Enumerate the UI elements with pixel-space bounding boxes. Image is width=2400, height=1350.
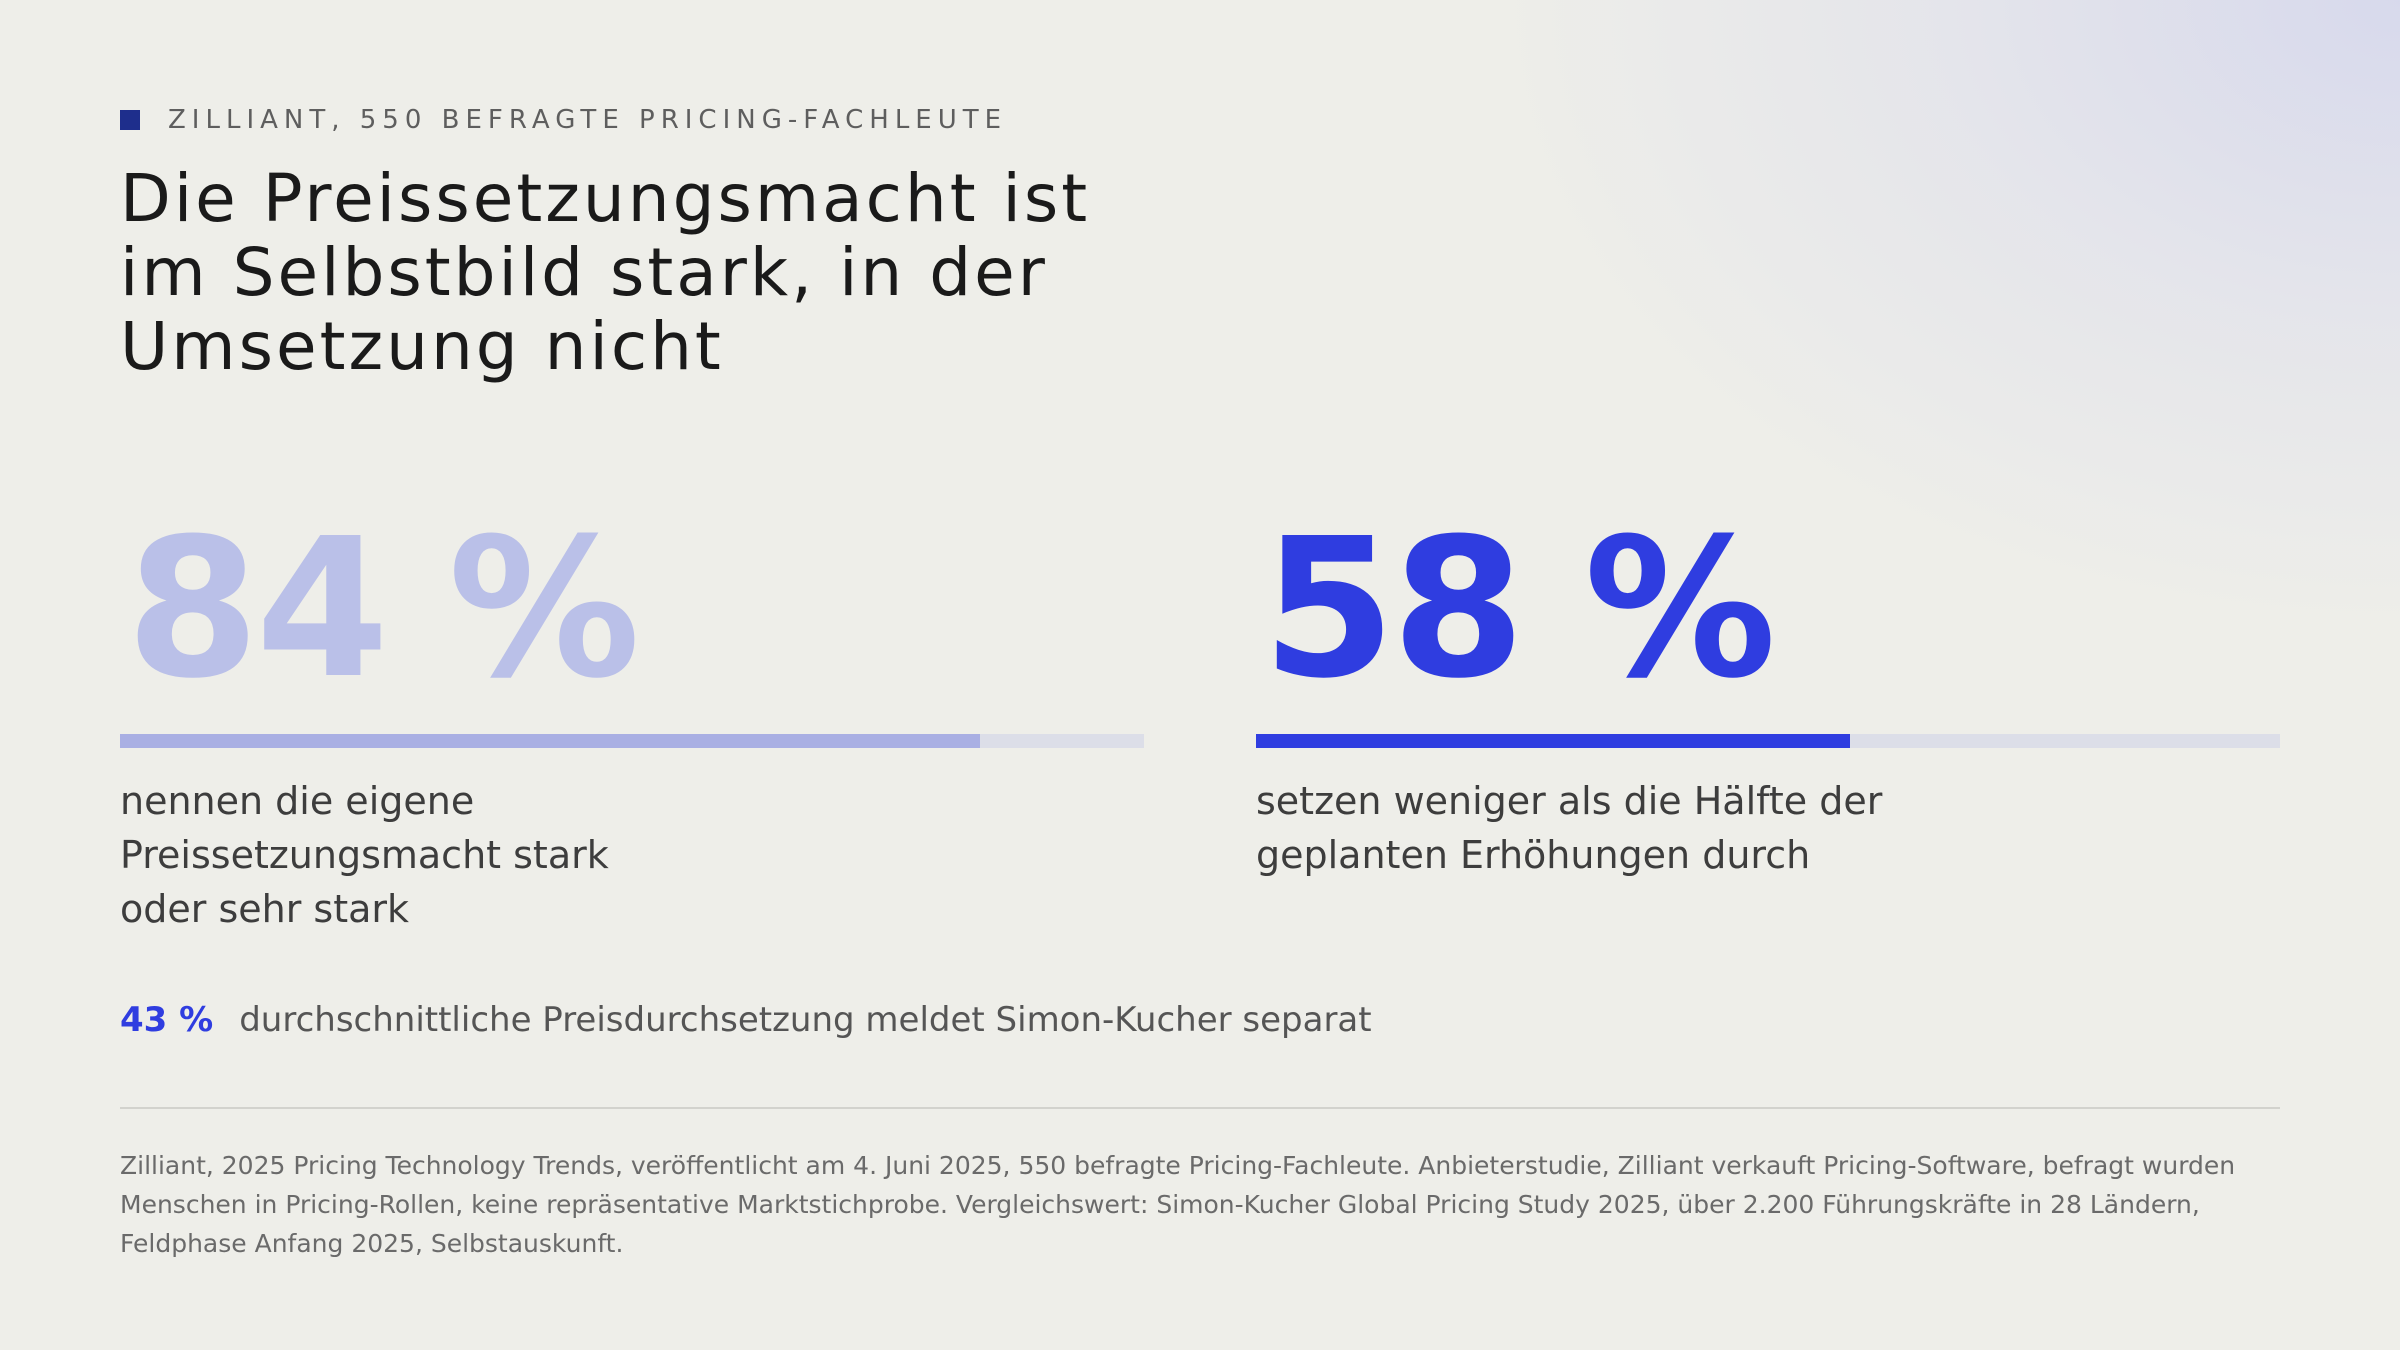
stat-card-self-assessment: 84 % nennen die eigene Preissetzungsmach… <box>120 510 1144 936</box>
note-value: 43 % <box>120 1000 214 1040</box>
page-title-line: im Selbstbild stark, in der <box>120 234 1048 311</box>
progress-bar-fill <box>120 734 981 748</box>
page-title-line: Umsetzung nicht <box>120 308 724 385</box>
source-footnote: Zilliant, 2025 Pricing Technology Trends… <box>120 1151 2236 1258</box>
stat-caption-line: oder sehr stark <box>120 887 410 931</box>
progress-bar-track <box>1256 734 2280 748</box>
stat-caption-line: Preissetzungsmacht stark <box>120 833 609 877</box>
stat-value: 84 % <box>126 498 640 721</box>
eyebrow: ZILLIANT, 550 BEFRAGTE PRICING-FACHLEUTE <box>120 104 1007 136</box>
comparison-note: 43 % durchschnittliche Preisdurchsetzung… <box>120 1000 1372 1040</box>
progress-bar-track <box>120 734 1144 748</box>
square-marker-icon <box>120 110 140 130</box>
note-text: durchschnittliche Preisdurchsetzung meld… <box>239 1000 1372 1040</box>
stat-caption-line: setzen weniger als die Hälfte der <box>1256 779 1883 823</box>
stat-caption: setzen weniger als die Hälfte der geplan… <box>1256 774 1956 882</box>
stat-caption-line: geplanten Erhöhungen durch <box>1256 833 1811 877</box>
eyebrow-label: ZILLIANT, 550 BEFRAGTE PRICING-FACHLEUTE <box>168 105 1008 135</box>
stat-caption: nennen die eigene Preissetzungsmacht sta… <box>120 774 740 936</box>
stat-card-implementation: 58 % setzen weniger als die Hälfte der g… <box>1256 510 2280 882</box>
page-title: Die Preissetzungsmacht ist im Selbstbild… <box>120 162 1320 384</box>
page-title-line: Die Preissetzungsmacht ist <box>120 160 1091 237</box>
stat-value: 58 % <box>1262 498 1776 721</box>
stat-caption-line: nennen die eigene <box>120 779 475 823</box>
divider <box>120 1107 2280 1109</box>
progress-bar-fill <box>1256 734 1850 748</box>
